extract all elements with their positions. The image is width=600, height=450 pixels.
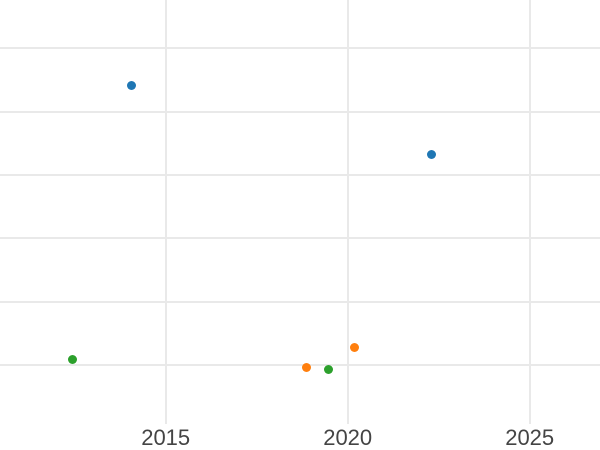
gridline-horizontal [0,47,600,50]
gridline-horizontal [0,364,600,366]
x-axis-tick-label: 2020 [323,425,373,450]
data-point-series-orange [350,343,359,352]
gridline-vertical [528,0,531,424]
x-axis-tick-label: 2015 [141,425,191,450]
gridline-horizontal [0,300,600,303]
x-axis-tick-label: 2025 [505,425,555,450]
data-point-series-green [68,355,78,365]
data-point-series-blue [426,149,436,159]
data-point-series-blue [127,80,136,90]
gridline-horizontal [0,174,600,176]
data-point-series-green [324,365,333,374]
data-point-series-orange [301,362,311,372]
gridline-horizontal [0,237,600,240]
gridline-vertical [164,0,167,424]
gridline-vertical [346,0,349,424]
gridline-horizontal [0,110,600,113]
